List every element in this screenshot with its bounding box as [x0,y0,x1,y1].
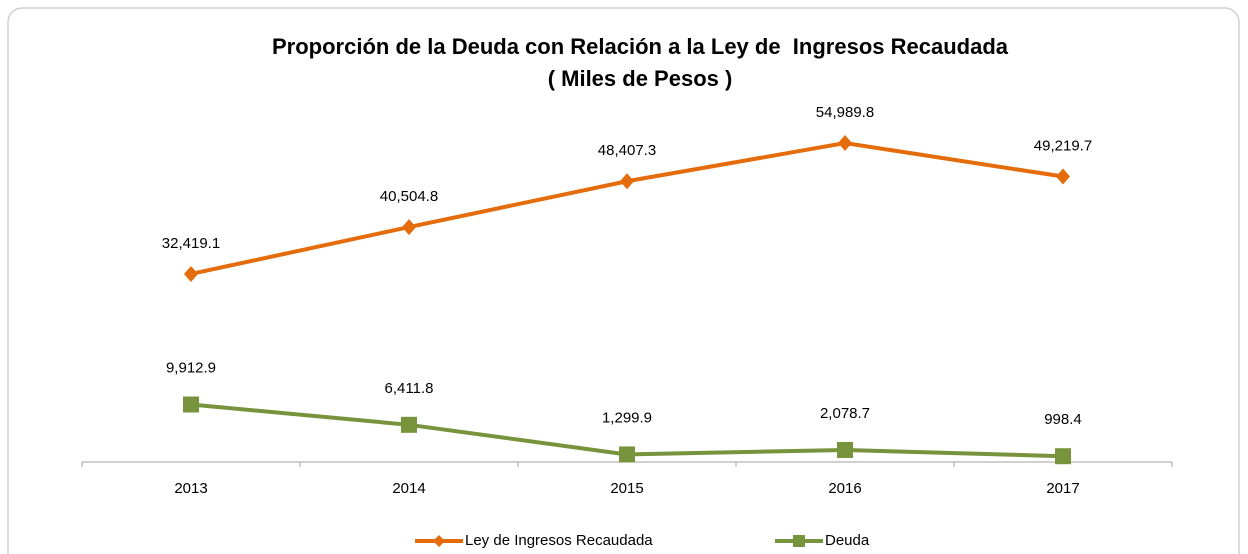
marker [401,416,417,433]
marker [184,265,198,282]
legend-label: Ley de Ingresos Recaudada [465,532,653,549]
data-label: 998.4 [1044,411,1082,428]
chart-subtitle: ( Miles de Pesos ) [548,66,733,91]
chart-title: Proporción de la Deuda con Relación a la… [272,34,1009,59]
marker [619,446,635,463]
marker [1056,168,1070,185]
marker [837,441,853,458]
data-label: 40,504.8 [380,188,438,205]
data-label: 1,299.9 [602,409,652,426]
legend-marker [793,535,805,547]
marker [838,135,852,152]
data-label: 2,078.7 [820,405,870,422]
marker [620,173,634,190]
data-label: 32,419.1 [162,235,220,252]
marker [402,219,416,236]
x-tick-label: 2013 [174,480,207,497]
legend-label: Deuda [825,532,870,549]
data-label: 54,989.8 [816,104,874,121]
data-label: 6,411.8 [385,380,434,397]
marker [183,396,199,413]
data-label: 48,407.3 [598,142,656,159]
data-label: 49,219.7 [1034,137,1092,154]
legend-marker [433,535,445,547]
x-tick-label: 2017 [1046,480,1079,497]
data-label: 9,912.9 [166,359,216,376]
x-tick-label: 2014 [392,480,425,497]
x-tick-label: 2015 [610,480,643,497]
marker [1055,448,1071,465]
x-tick-label: 2016 [828,480,861,497]
